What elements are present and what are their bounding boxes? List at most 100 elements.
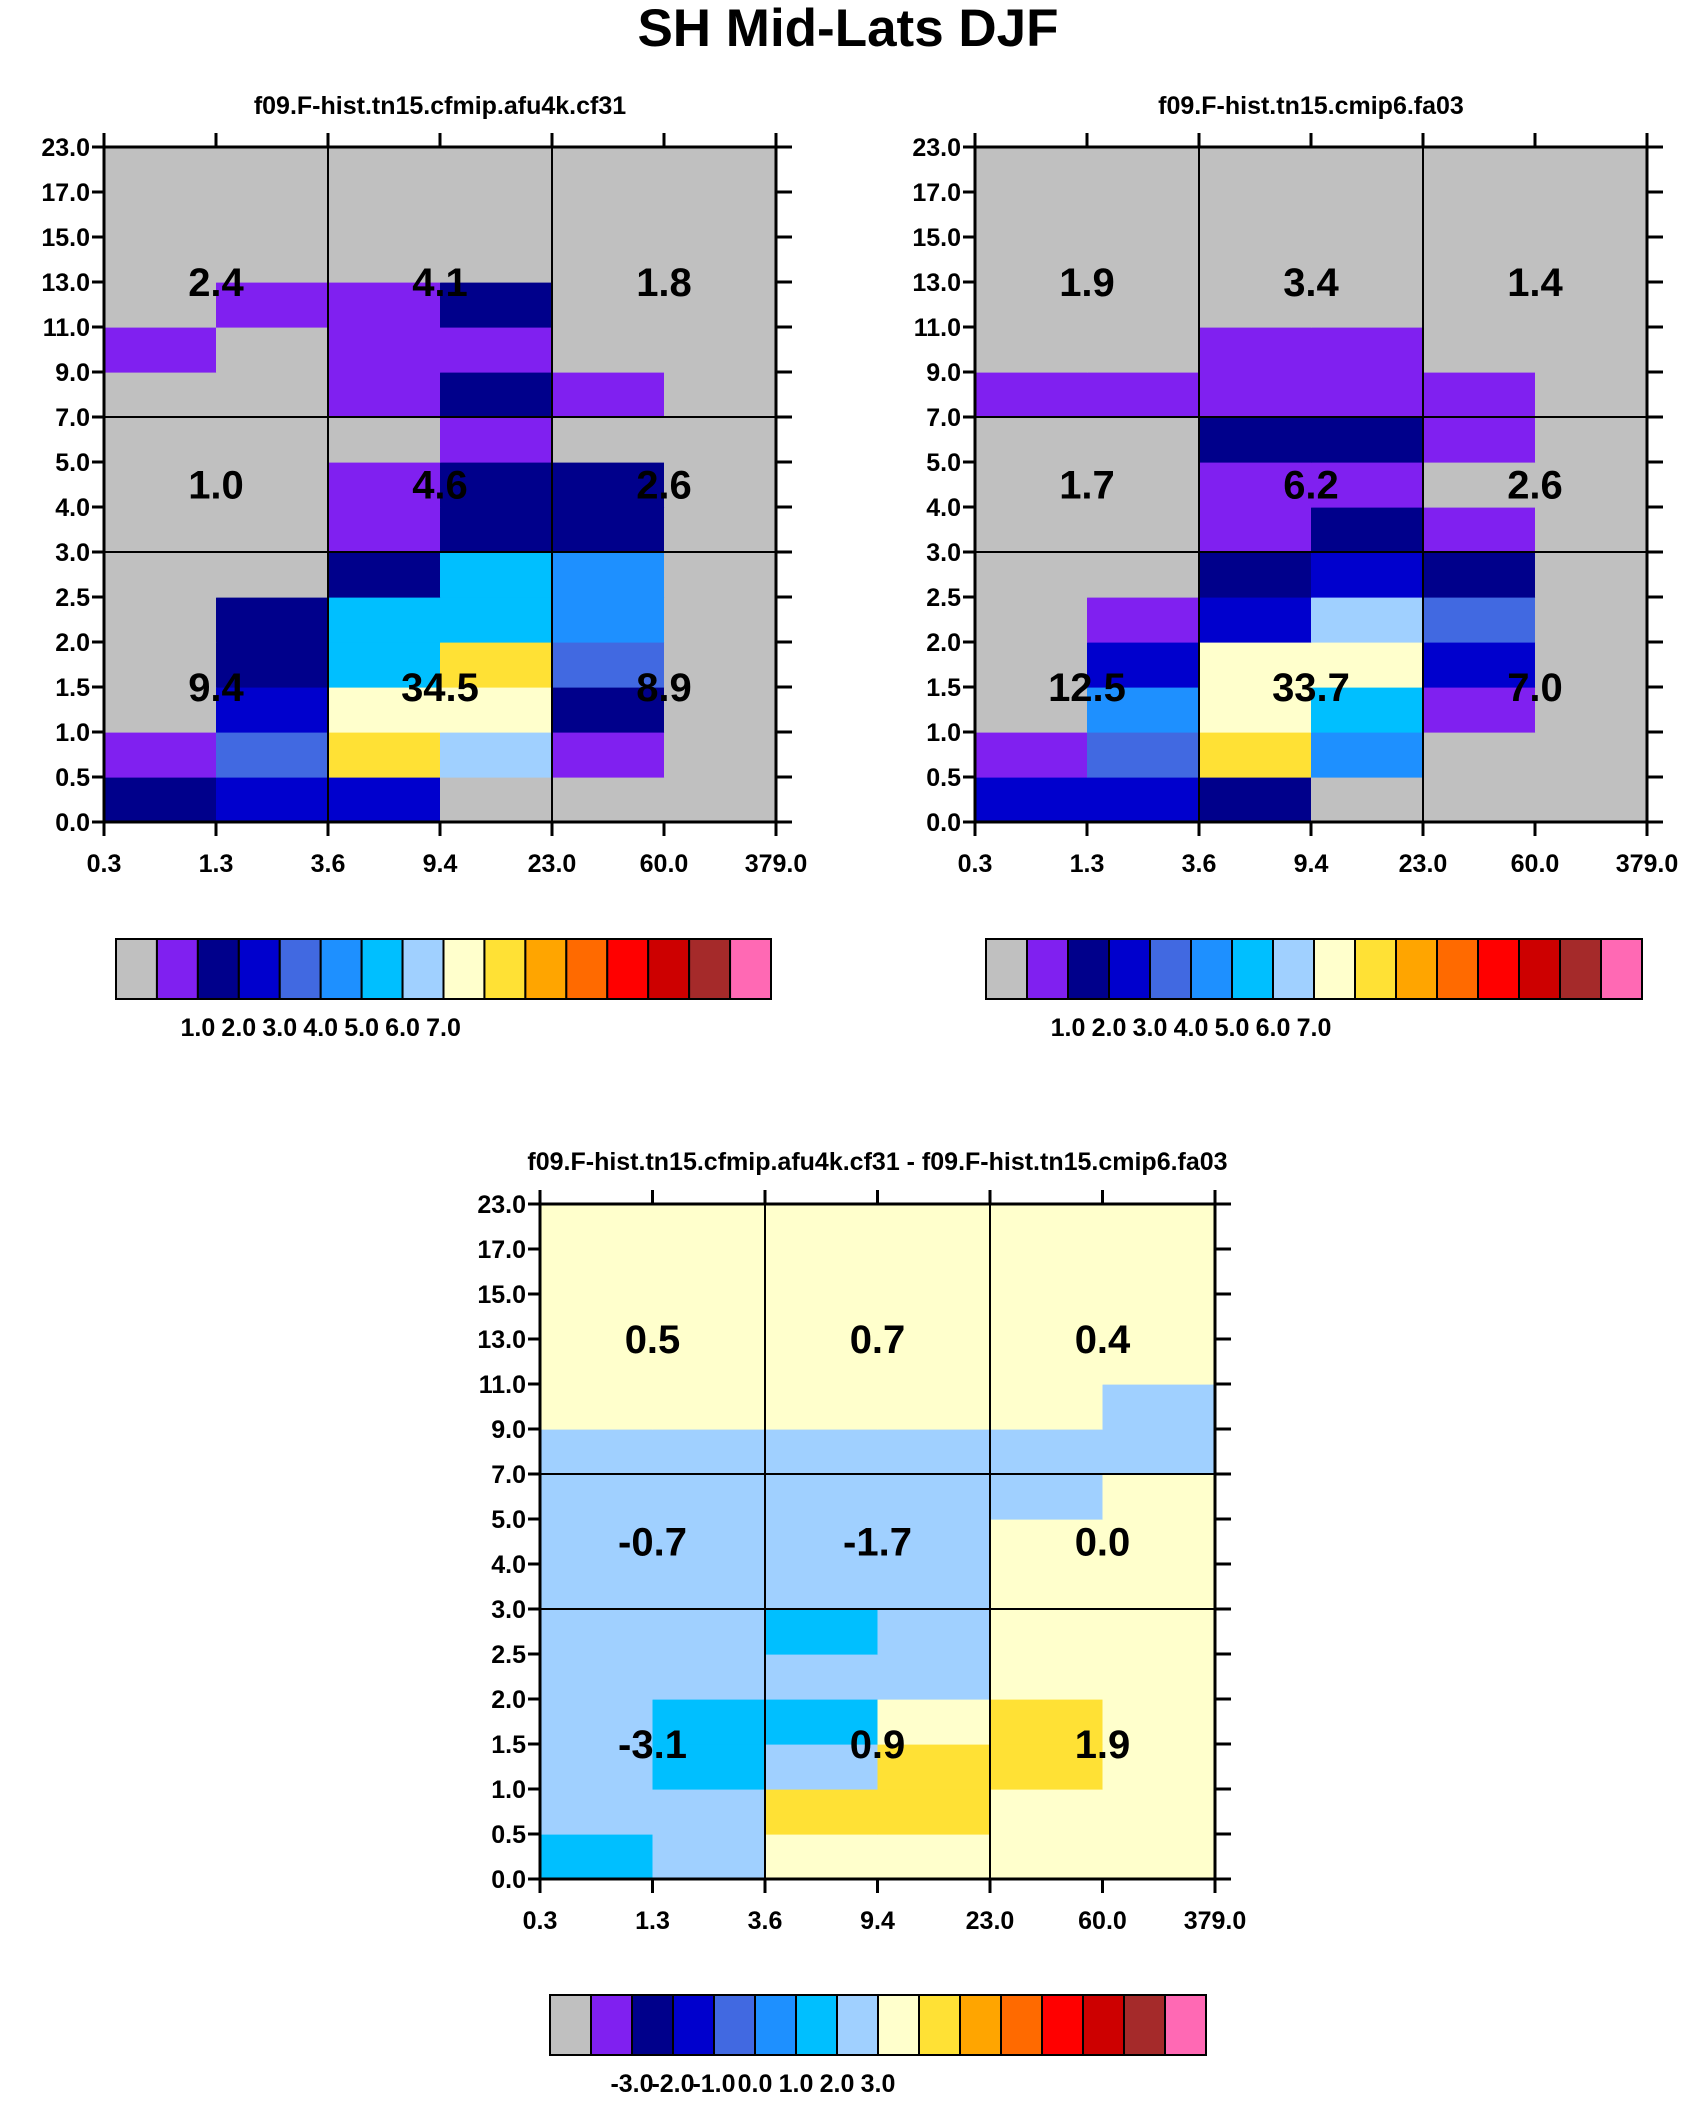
p3-colorbar-box bbox=[1082, 1994, 1125, 2056]
p3-cell bbox=[1102, 1519, 1216, 1565]
p1-cell bbox=[552, 147, 665, 193]
p2-cell bbox=[975, 327, 1088, 373]
p2-cell bbox=[1535, 372, 1648, 418]
p1-colorbar-box bbox=[524, 938, 568, 1000]
p2-cell bbox=[975, 417, 1088, 463]
p1-cell bbox=[552, 462, 665, 508]
p1-cell bbox=[104, 372, 217, 418]
p1-cell bbox=[552, 417, 665, 463]
p2-cell bbox=[1535, 597, 1648, 643]
p3-xtick-label: 379.0 bbox=[1184, 1907, 1247, 1935]
p1-ytick-label: 15.0 bbox=[41, 224, 90, 252]
p2-cell bbox=[1423, 327, 1536, 373]
p1-cell bbox=[440, 462, 553, 508]
p1-colorbar: 1.0 2.0 3.0 4.0 5.0 6.0 7.0 bbox=[115, 938, 772, 1042]
p2-cell bbox=[1311, 777, 1424, 823]
p1-cell bbox=[440, 192, 553, 238]
p1-cell bbox=[440, 417, 553, 463]
p1-cell bbox=[216, 282, 329, 328]
p2-cell bbox=[1311, 687, 1424, 733]
p2-colorbar-box bbox=[1149, 938, 1192, 1000]
p1-cell bbox=[328, 417, 441, 463]
p3-cell bbox=[990, 1609, 1104, 1655]
p2-cell bbox=[1311, 552, 1424, 598]
p1-cell bbox=[552, 507, 665, 553]
p1-colorbar-box bbox=[647, 938, 691, 1000]
p2-colorbar-box bbox=[1600, 938, 1643, 1000]
p3-cell bbox=[765, 1789, 879, 1835]
p3-group-total: -1.7 bbox=[843, 1521, 912, 1565]
p3-cell bbox=[540, 1519, 654, 1565]
p1-cell bbox=[104, 732, 217, 778]
p1-cell bbox=[664, 237, 777, 283]
p3-cell bbox=[877, 1564, 991, 1610]
p1-ytick-label: 3.0 bbox=[55, 539, 90, 567]
p1-cell bbox=[552, 642, 665, 688]
p2-cell bbox=[1087, 372, 1200, 418]
p3-colorbar-box bbox=[672, 1994, 715, 2056]
p3-ytick-label: 0.0 bbox=[491, 1866, 526, 1894]
p1-cell bbox=[328, 147, 441, 193]
p3-cell bbox=[990, 1519, 1104, 1565]
p2-cell bbox=[1423, 147, 1536, 193]
p3-cell bbox=[540, 1699, 654, 1745]
p3-cell bbox=[990, 1429, 1104, 1475]
p2-cell bbox=[1423, 507, 1536, 553]
figure-title: SH Mid-Lats DJF bbox=[637, 0, 1058, 58]
p3-group-lines bbox=[540, 1204, 1215, 1879]
p2-cell bbox=[1535, 417, 1648, 463]
p2-cell bbox=[1311, 147, 1424, 193]
p2-colorbar-label: 2.0 bbox=[1092, 1014, 1127, 1042]
p1-cell bbox=[104, 552, 217, 598]
p1-ytick-label: 0.0 bbox=[55, 809, 90, 837]
p3-ytick-label: 4.0 bbox=[491, 1551, 526, 1579]
p2-colorbar-box bbox=[1272, 938, 1315, 1000]
p1-group-total: 4.1 bbox=[412, 261, 468, 305]
p3-cell bbox=[877, 1384, 991, 1430]
p1-panel-title: f09.F-hist.tn15.cfmip.afu4k.cf31 bbox=[254, 92, 626, 120]
p2-cell bbox=[1311, 417, 1424, 463]
p1-cell bbox=[328, 372, 441, 418]
p1-group-total: 2.4 bbox=[188, 261, 244, 305]
p2-group-lines bbox=[975, 147, 1647, 822]
p3-cell bbox=[877, 1339, 991, 1385]
p3-cell bbox=[990, 1699, 1104, 1745]
p1-group-total: 2.6 bbox=[636, 464, 692, 508]
p1-cell bbox=[440, 552, 553, 598]
p2-ytick-label: 7.0 bbox=[926, 404, 961, 432]
p2-cell bbox=[1423, 732, 1536, 778]
p1-cell bbox=[216, 552, 329, 598]
p2-cell bbox=[1199, 507, 1312, 553]
p2-cell bbox=[1199, 642, 1312, 688]
p1-cell bbox=[440, 597, 553, 643]
p3-colorbar-label: 3.0 bbox=[861, 2070, 896, 2098]
p2-cell bbox=[1199, 417, 1312, 463]
p3-ytick-label: 17.0 bbox=[477, 1236, 526, 1264]
p1-cell bbox=[104, 327, 217, 373]
p2-colorbar-label: 7.0 bbox=[1297, 1014, 1332, 1042]
p2-cell bbox=[1199, 327, 1312, 373]
p1-ytick-label: 23.0 bbox=[41, 134, 90, 162]
p2-xtick-label: 3.6 bbox=[1182, 850, 1217, 878]
p3-colorbar-box bbox=[590, 1994, 633, 2056]
p3-cell bbox=[990, 1384, 1104, 1430]
p2-cell bbox=[1535, 282, 1648, 328]
p1-ytick-label: 4.0 bbox=[55, 494, 90, 522]
p2-cell bbox=[975, 507, 1088, 553]
p3-cell bbox=[765, 1699, 879, 1745]
p2-cell bbox=[1311, 192, 1424, 238]
p1-cell bbox=[104, 417, 217, 463]
p1-ytick-label: 5.0 bbox=[55, 449, 90, 477]
p2-ticks: 0.0 0.5 1.0 1.5 2.0 2.5 3.0 4.0 5.0 7.0 9.0 11.0 13.… bbox=[912, 133, 1678, 878]
p2-cell bbox=[1535, 147, 1648, 193]
p1-ticks: 0.0 0.5 1.0 1.5 2.0 2.5 3.0 4.0 5.0 7.0 9.0 11.0 13.… bbox=[41, 133, 807, 878]
p1-cell bbox=[328, 597, 441, 643]
p3-colorbar-box bbox=[1000, 1994, 1043, 2056]
p3-cell bbox=[990, 1249, 1104, 1295]
p1-cell bbox=[552, 732, 665, 778]
p2-cell bbox=[1087, 327, 1200, 373]
p1-cell bbox=[664, 777, 777, 823]
p2-group-total: 33.7 bbox=[1272, 666, 1350, 710]
p3-group-total: 0.7 bbox=[850, 1318, 906, 1362]
p1-cell bbox=[664, 597, 777, 643]
